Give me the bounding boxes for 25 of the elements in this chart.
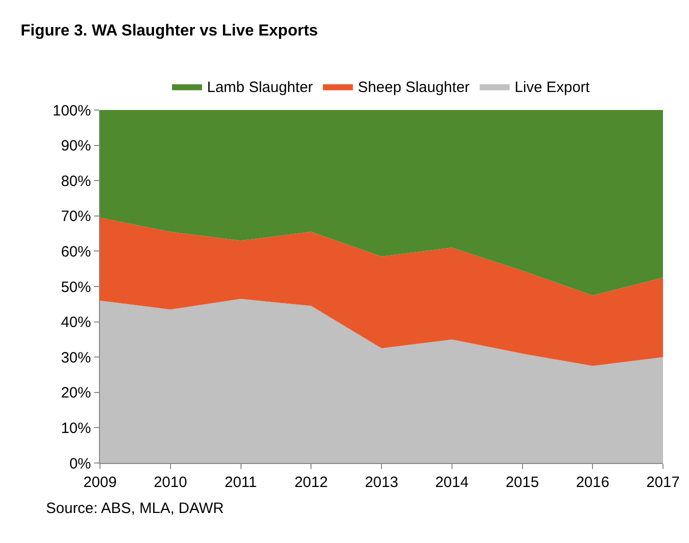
x-tick-label: 2011	[224, 474, 257, 491]
x-tick-label: 2012	[294, 474, 328, 491]
x-tick-label: 2010	[154, 474, 188, 491]
x-tick-label: 2017	[646, 474, 680, 491]
y-tick-label: 70%	[60, 208, 91, 226]
chart-title: Figure 3. WA Slaughter vs Live Exports	[20, 22, 318, 40]
x-tick-label: 2016	[576, 474, 610, 491]
y-tick-label: 20%	[60, 384, 91, 402]
y-tick-label: 0%	[69, 455, 91, 472]
y-tick-label: 90%	[60, 138, 91, 155]
y-tick-label: 80%	[60, 172, 91, 190]
y-tick-label: 60%	[60, 243, 91, 260]
y-tick-label: 40%	[60, 314, 91, 332]
x-tick-label: 2015	[506, 474, 539, 491]
x-tick-label: 2014	[435, 474, 469, 491]
source-note: Source: ABS, MLA, DAWR	[46, 500, 224, 517]
y-tick-label: 100%	[52, 102, 91, 120]
x-tick-label: 2013	[364, 474, 398, 491]
y-tick-label: 30%	[60, 349, 91, 366]
legend-label: Lamb Slaughter	[207, 79, 313, 96]
legend-label: Live Export	[514, 79, 591, 96]
legend-label: Sheep Slaughter	[358, 79, 470, 96]
y-tick-label: 50%	[60, 278, 91, 296]
y-tick-label: 10%	[60, 420, 91, 437]
x-tick-label: 2009	[83, 474, 117, 491]
